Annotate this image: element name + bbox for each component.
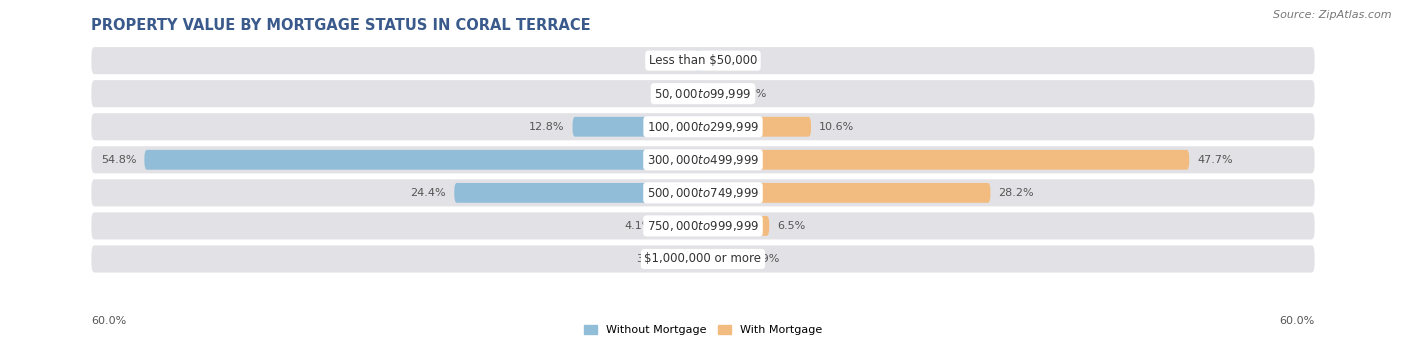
Text: 60.0%: 60.0% <box>91 317 127 326</box>
Text: PROPERTY VALUE BY MORTGAGE STATUS IN CORAL TERRACE: PROPERTY VALUE BY MORTGAGE STATUS IN COR… <box>91 18 591 33</box>
Text: $300,000 to $499,999: $300,000 to $499,999 <box>647 153 759 167</box>
Text: 60.0%: 60.0% <box>1279 317 1315 326</box>
Text: $500,000 to $749,999: $500,000 to $749,999 <box>647 186 759 200</box>
Text: Less than $50,000: Less than $50,000 <box>648 54 758 67</box>
Text: 24.4%: 24.4% <box>411 188 446 198</box>
FancyBboxPatch shape <box>703 51 707 71</box>
FancyBboxPatch shape <box>703 249 742 269</box>
FancyBboxPatch shape <box>672 249 703 269</box>
Text: $50,000 to $99,999: $50,000 to $99,999 <box>654 87 752 101</box>
Text: $1,000,000 or more: $1,000,000 or more <box>644 253 762 266</box>
FancyBboxPatch shape <box>91 245 1315 273</box>
FancyBboxPatch shape <box>572 117 703 137</box>
FancyBboxPatch shape <box>91 113 1315 140</box>
FancyBboxPatch shape <box>703 183 990 203</box>
FancyBboxPatch shape <box>695 51 703 71</box>
Text: 54.8%: 54.8% <box>101 155 136 165</box>
Text: 0.89%: 0.89% <box>650 56 686 66</box>
Text: 12.8%: 12.8% <box>529 122 564 132</box>
FancyBboxPatch shape <box>703 216 769 236</box>
Text: 28.2%: 28.2% <box>998 188 1035 198</box>
Text: 3.9%: 3.9% <box>751 254 779 264</box>
FancyBboxPatch shape <box>703 150 1189 170</box>
Text: 10.6%: 10.6% <box>820 122 855 132</box>
FancyBboxPatch shape <box>454 183 703 203</box>
Text: 2.6%: 2.6% <box>738 89 766 99</box>
FancyBboxPatch shape <box>91 212 1315 239</box>
FancyBboxPatch shape <box>91 146 1315 173</box>
FancyBboxPatch shape <box>145 150 703 170</box>
Text: $100,000 to $299,999: $100,000 to $299,999 <box>647 120 759 134</box>
Text: Source: ZipAtlas.com: Source: ZipAtlas.com <box>1274 10 1392 20</box>
Text: $750,000 to $999,999: $750,000 to $999,999 <box>647 219 759 233</box>
FancyBboxPatch shape <box>91 47 1315 74</box>
Text: 6.5%: 6.5% <box>778 221 806 231</box>
Text: 0.48%: 0.48% <box>716 56 752 66</box>
Text: 4.1%: 4.1% <box>624 221 652 231</box>
FancyBboxPatch shape <box>91 179 1315 206</box>
Text: 47.7%: 47.7% <box>1198 155 1233 165</box>
FancyBboxPatch shape <box>91 80 1315 107</box>
Text: 3.0%: 3.0% <box>636 254 664 264</box>
FancyBboxPatch shape <box>703 117 811 137</box>
FancyBboxPatch shape <box>703 84 730 104</box>
FancyBboxPatch shape <box>661 216 703 236</box>
Legend: Without Mortgage, With Mortgage: Without Mortgage, With Mortgage <box>579 321 827 340</box>
